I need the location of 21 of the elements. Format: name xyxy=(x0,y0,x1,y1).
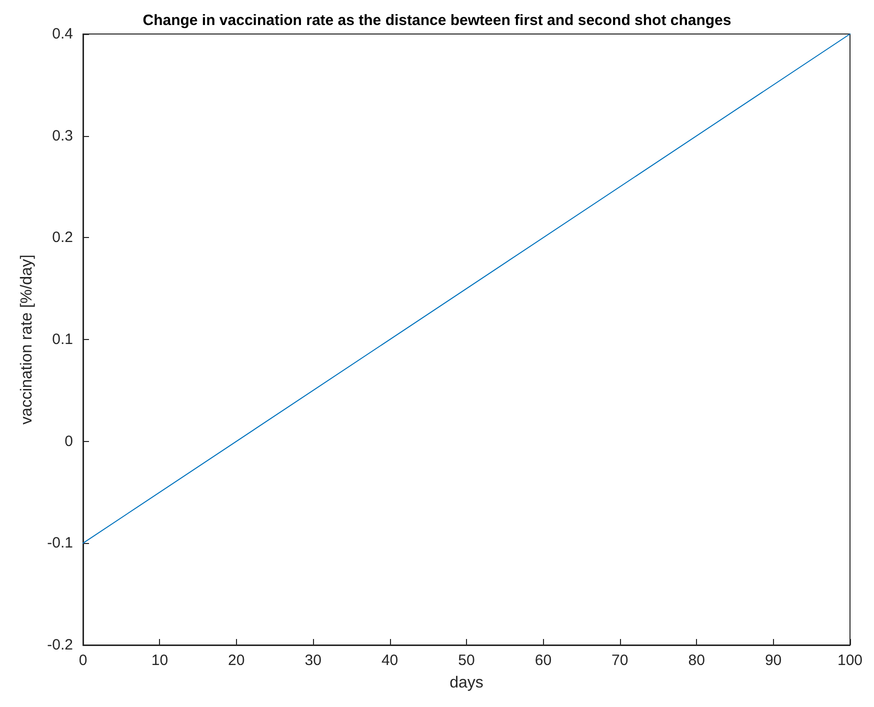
x-tick-label: 90 xyxy=(764,652,782,669)
chart-title: Change in vaccination rate as the distance bewteen first and second shot changes xyxy=(142,12,732,29)
x-axis-title: days xyxy=(450,674,484,692)
y-tick-label: 0 xyxy=(64,432,73,450)
x-tick-label: 20 xyxy=(228,652,245,669)
x-tick-label: 50 xyxy=(458,652,475,669)
x-tick-label: 60 xyxy=(534,652,552,669)
x-tick-label: 30 xyxy=(304,652,322,669)
x-tick-label: 10 xyxy=(151,652,168,669)
y-tick-label: 0.3 xyxy=(52,127,73,144)
y-tick-label: 0.1 xyxy=(52,331,73,348)
y-tick-label: -0.2 xyxy=(47,636,73,654)
y-axis-title: vaccination rate [%/day] xyxy=(18,254,36,424)
x-tick-label: 40 xyxy=(381,652,398,669)
x-tick-label: 100 xyxy=(837,652,863,669)
y-tick-label: -0.1 xyxy=(47,534,73,552)
y-tick-label: 0.2 xyxy=(52,229,73,246)
x-tick-label: 0 xyxy=(78,652,88,669)
y-tick-label: 0.4 xyxy=(52,26,73,42)
x-tick-label: 80 xyxy=(688,652,705,669)
x-tick-label: 70 xyxy=(612,652,628,669)
